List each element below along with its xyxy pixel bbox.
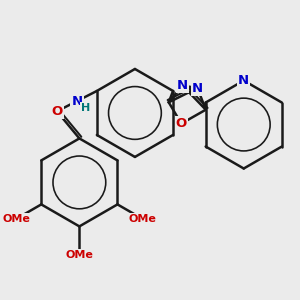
- Text: N: N: [192, 82, 203, 94]
- Text: N: N: [177, 79, 188, 92]
- Text: N: N: [238, 74, 249, 87]
- Text: OMe: OMe: [65, 250, 93, 260]
- Text: H: H: [81, 103, 90, 113]
- Text: OMe: OMe: [128, 214, 156, 224]
- Text: OMe: OMe: [2, 214, 30, 224]
- Text: O: O: [176, 117, 187, 130]
- Text: O: O: [51, 105, 63, 118]
- Text: N: N: [71, 94, 82, 108]
